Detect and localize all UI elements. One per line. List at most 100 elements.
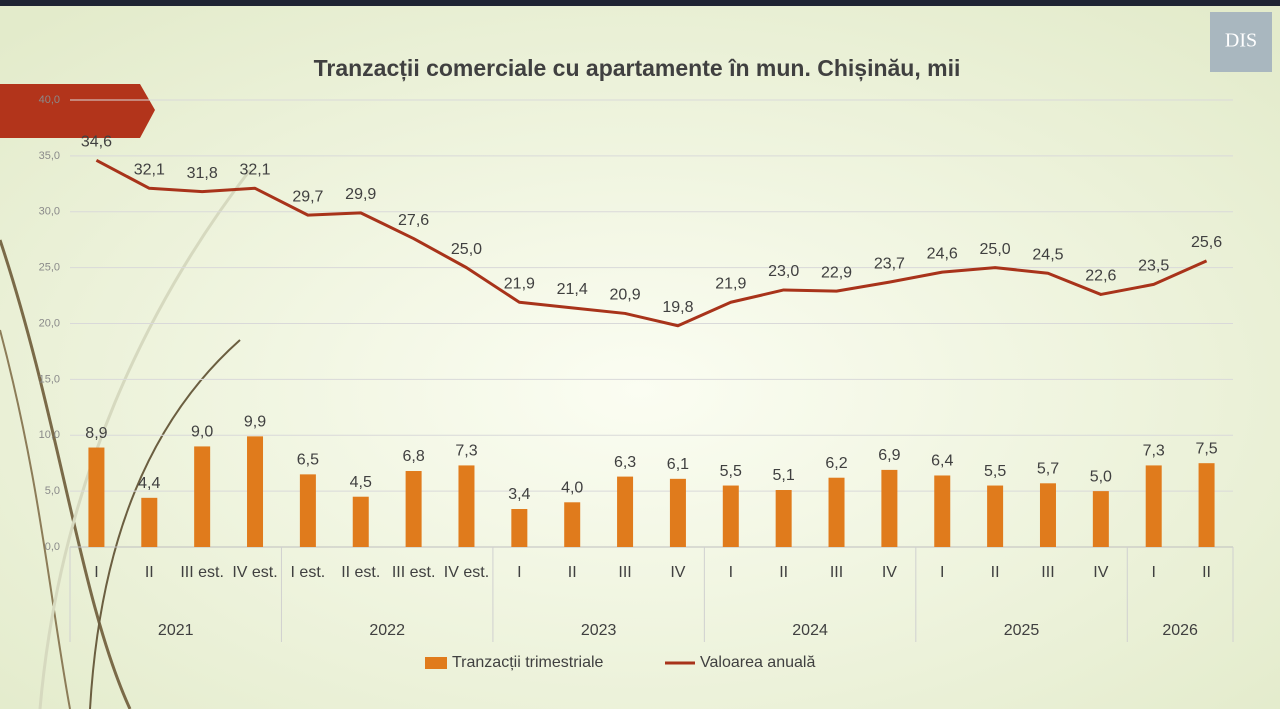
data-label: 3,4 xyxy=(508,486,530,503)
group-label: 2024 xyxy=(792,622,828,639)
x-tick-label: II xyxy=(145,564,154,581)
group-label: 2022 xyxy=(369,622,405,639)
x-tick-label: IV xyxy=(1093,564,1108,581)
x-tick-label: II xyxy=(779,564,788,581)
data-label: 31,8 xyxy=(187,165,218,182)
data-label: 7,5 xyxy=(1195,440,1217,457)
data-label: 24,5 xyxy=(1032,246,1063,263)
data-label: 5,0 xyxy=(1090,468,1112,485)
y-tick-label: 35,0 xyxy=(39,150,60,162)
bar xyxy=(934,475,951,547)
data-label: 23,5 xyxy=(1138,258,1169,275)
x-tick-label: II xyxy=(1202,564,1211,581)
x-tick-label: I xyxy=(517,564,521,581)
legend-label: Valoarea anuală xyxy=(700,654,815,671)
y-tick-label: 15,0 xyxy=(39,373,60,385)
decor-curve xyxy=(38,169,252,709)
x-tick-label: IV xyxy=(670,564,685,581)
line xyxy=(95,159,1208,328)
x-tick-label: II xyxy=(991,564,1000,581)
data-label: 27,6 xyxy=(398,212,429,229)
data-label: 6,2 xyxy=(825,455,847,472)
group-label: 2021 xyxy=(158,622,194,639)
data-label: 24,6 xyxy=(927,245,958,262)
x-tick-label: IV est. xyxy=(444,564,489,581)
data-label: 4,4 xyxy=(138,475,160,492)
bar xyxy=(1145,465,1162,547)
bar xyxy=(88,447,105,547)
x-tick-label: III est. xyxy=(180,564,224,581)
x-tick-label: III xyxy=(830,564,843,581)
data-label: 4,0 xyxy=(561,480,583,497)
legend-swatch xyxy=(425,657,447,669)
x-tick-label: IV est. xyxy=(232,564,277,581)
x-tick-label: II xyxy=(568,564,577,581)
bar xyxy=(1039,483,1056,547)
y-tick-label: 0,0 xyxy=(45,541,60,553)
data-label: 29,9 xyxy=(345,186,376,203)
decor-curve xyxy=(0,329,71,709)
bar xyxy=(511,509,528,547)
legend-label: Tranzacții trimestriale xyxy=(452,654,604,671)
data-label: 32,1 xyxy=(134,162,165,179)
bar xyxy=(299,474,316,547)
data-label: 23,7 xyxy=(874,255,905,272)
y-tick-label: 20,0 xyxy=(39,317,60,329)
data-label: 9,9 xyxy=(244,414,266,431)
bar xyxy=(405,471,422,547)
data-label: 6,5 xyxy=(297,452,319,469)
bar xyxy=(828,477,845,547)
x-tick-label: I xyxy=(729,564,733,581)
data-label: 4,5 xyxy=(350,474,372,491)
group-label: 2025 xyxy=(1004,622,1040,639)
bar xyxy=(1092,491,1109,547)
bar xyxy=(775,490,792,547)
data-label: 22,9 xyxy=(821,264,852,281)
data-label: 9,0 xyxy=(191,424,213,441)
logo xyxy=(1210,12,1272,72)
chart-title: Tranzacții comerciale cu apartamente în … xyxy=(314,55,961,82)
data-label: 7,3 xyxy=(1143,443,1165,460)
data-label: 25,0 xyxy=(980,241,1011,258)
top-strip xyxy=(0,0,1280,6)
y-tick-label: 10,0 xyxy=(39,429,60,441)
bar xyxy=(141,497,158,547)
data-label: 8,9 xyxy=(85,425,107,442)
bar xyxy=(458,465,475,547)
data-label: 21,9 xyxy=(715,275,746,292)
data-label: 6,4 xyxy=(931,453,953,470)
data-label: 6,1 xyxy=(667,456,689,473)
bar xyxy=(722,485,739,547)
data-label: 21,4 xyxy=(557,281,588,298)
bar xyxy=(617,476,634,547)
data-label: 5,7 xyxy=(1037,461,1059,478)
data-label: 5,1 xyxy=(773,467,795,484)
data-label: 5,5 xyxy=(720,463,742,480)
bar xyxy=(881,469,898,547)
y-tick-label: 40,0 xyxy=(39,94,60,106)
x-tick-label: III xyxy=(1041,564,1054,581)
data-label: 6,9 xyxy=(878,447,900,464)
y-tick-label: 5,0 xyxy=(45,485,60,497)
data-label: 21,9 xyxy=(504,275,535,292)
bar xyxy=(669,478,686,547)
decor-arrow xyxy=(0,84,155,138)
data-label: 29,7 xyxy=(292,188,323,205)
data-label: 23,0 xyxy=(768,263,799,280)
data-label: 6,3 xyxy=(614,454,636,471)
x-tick-label: I xyxy=(940,564,944,581)
data-label: 25,6 xyxy=(1191,234,1222,251)
bar xyxy=(987,485,1004,547)
x-tick-label: I xyxy=(1151,564,1155,581)
group-label: 2023 xyxy=(581,622,617,639)
y-tick-label: 30,0 xyxy=(39,206,60,218)
data-label: 22,6 xyxy=(1085,268,1116,285)
bar xyxy=(1198,463,1215,547)
data-label: 25,0 xyxy=(451,241,482,258)
data-label: 7,3 xyxy=(455,443,477,460)
group-label: 2026 xyxy=(1162,622,1198,639)
bar xyxy=(352,496,369,547)
data-label: 32,1 xyxy=(239,162,270,179)
